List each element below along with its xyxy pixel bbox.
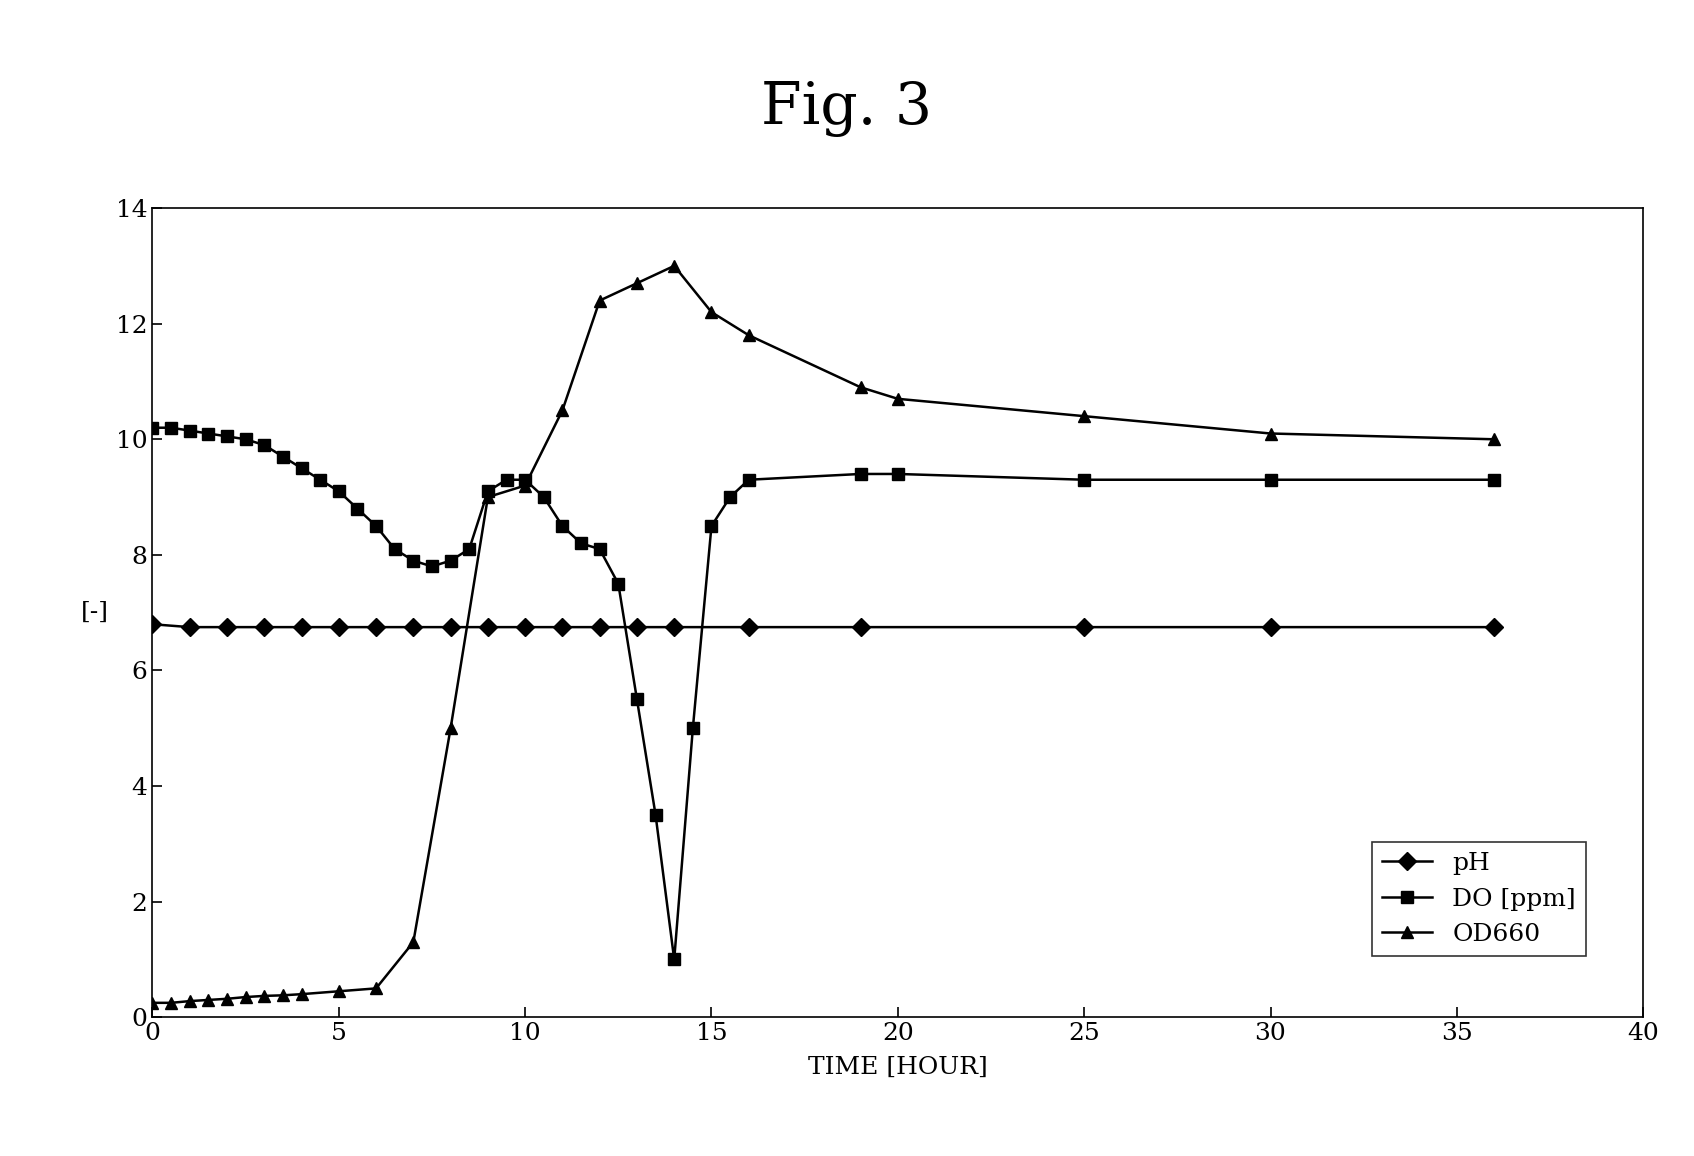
OD660	[1484, 432, 1504, 446]
OD660	[888, 392, 908, 406]
OD660	[198, 993, 219, 1007]
pH	[291, 621, 312, 635]
DO [ppm]	[459, 542, 479, 556]
DO [ppm]	[496, 473, 517, 487]
OD660	[739, 328, 759, 342]
OD660	[1074, 409, 1094, 423]
Y-axis label: [-]: [-]	[81, 601, 108, 624]
pH	[440, 621, 461, 635]
DO [ppm]	[645, 808, 666, 822]
DO [ppm]	[273, 450, 293, 464]
DO [ppm]	[217, 429, 237, 443]
DO [ppm]	[1484, 473, 1504, 487]
pH	[739, 621, 759, 635]
OD660	[1260, 427, 1281, 440]
pH	[552, 621, 573, 635]
OD660	[664, 259, 684, 273]
pH	[329, 621, 349, 635]
DO [ppm]	[608, 577, 628, 591]
DO [ppm]	[534, 490, 554, 504]
OD660	[440, 721, 461, 735]
X-axis label: TIME [HOUR]: TIME [HOUR]	[808, 1057, 988, 1080]
Line: pH: pH	[146, 618, 1501, 633]
DO [ppm]	[198, 427, 219, 440]
DO [ppm]	[552, 519, 573, 533]
DO [ppm]	[422, 560, 442, 573]
Line: OD660: OD660	[146, 260, 1501, 1009]
OD660	[552, 403, 573, 417]
pH	[366, 621, 386, 635]
DO [ppm]	[888, 467, 908, 481]
Text: Fig. 3: Fig. 3	[761, 81, 933, 136]
pH	[664, 621, 684, 635]
DO [ppm]	[478, 484, 498, 498]
Line: DO [ppm]: DO [ppm]	[147, 422, 1499, 965]
Legend: pH, DO [ppm], OD660: pH, DO [ppm], OD660	[1372, 843, 1586, 956]
DO [ppm]	[701, 519, 722, 533]
DO [ppm]	[291, 461, 312, 475]
pH	[1484, 621, 1504, 635]
DO [ppm]	[235, 432, 256, 446]
DO [ppm]	[254, 438, 274, 452]
pH	[403, 621, 424, 635]
DO [ppm]	[310, 473, 330, 487]
OD660	[366, 981, 386, 995]
OD660	[254, 988, 274, 1002]
OD660	[180, 994, 200, 1008]
pH	[478, 621, 498, 635]
pH	[1260, 621, 1281, 635]
OD660	[403, 935, 424, 949]
DO [ppm]	[366, 519, 386, 533]
DO [ppm]	[850, 467, 871, 481]
DO [ppm]	[1260, 473, 1281, 487]
DO [ppm]	[739, 473, 759, 487]
DO [ppm]	[142, 421, 163, 435]
pH	[180, 621, 200, 635]
OD660	[273, 988, 293, 1002]
pH	[217, 621, 237, 635]
DO [ppm]	[403, 554, 424, 568]
DO [ppm]	[590, 542, 610, 556]
pH	[142, 617, 163, 631]
DO [ppm]	[571, 536, 591, 550]
OD660	[142, 995, 163, 1010]
OD660	[701, 305, 722, 319]
DO [ppm]	[180, 423, 200, 437]
pH	[254, 621, 274, 635]
pH	[850, 621, 871, 635]
OD660	[161, 995, 181, 1010]
DO [ppm]	[515, 473, 535, 487]
DO [ppm]	[329, 484, 349, 498]
OD660	[590, 294, 610, 307]
DO [ppm]	[347, 502, 368, 516]
DO [ppm]	[161, 421, 181, 435]
OD660	[627, 276, 647, 290]
pH	[1074, 621, 1094, 635]
DO [ppm]	[720, 490, 740, 504]
OD660	[329, 985, 349, 999]
DO [ppm]	[664, 953, 684, 966]
OD660	[235, 990, 256, 1003]
OD660	[291, 987, 312, 1001]
DO [ppm]	[385, 542, 405, 556]
OD660	[515, 479, 535, 492]
DO [ppm]	[627, 692, 647, 706]
DO [ppm]	[1074, 473, 1094, 487]
pH	[627, 621, 647, 635]
DO [ppm]	[683, 721, 703, 735]
DO [ppm]	[440, 554, 461, 568]
OD660	[478, 490, 498, 504]
OD660	[850, 380, 871, 394]
OD660	[217, 992, 237, 1006]
pH	[590, 621, 610, 635]
pH	[515, 621, 535, 635]
